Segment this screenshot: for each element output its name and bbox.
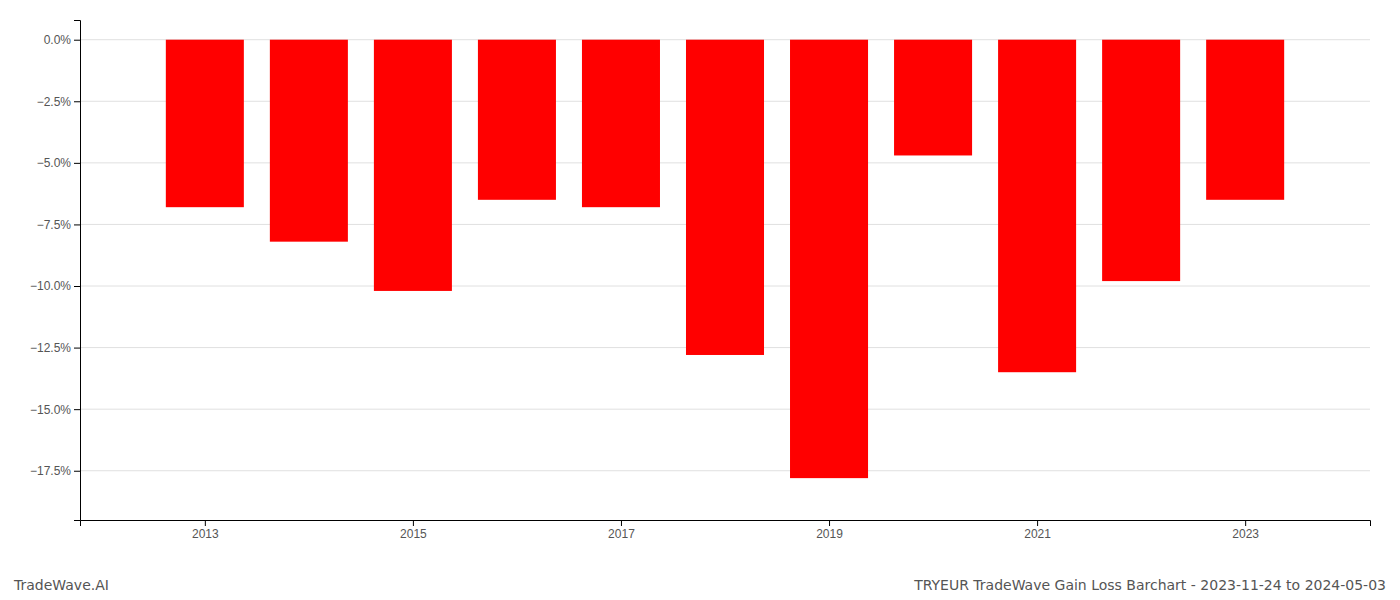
y-tick-label: 0.0% xyxy=(44,33,72,47)
grid-line xyxy=(80,409,1370,410)
y-tick-mark xyxy=(74,286,80,287)
y-tick-mark xyxy=(74,409,80,410)
bar xyxy=(270,40,348,242)
y-tick: −10.0% xyxy=(30,279,80,293)
x-tick-mark xyxy=(1245,520,1246,526)
x-tick: 2015 xyxy=(400,520,427,541)
x-tick: 2019 xyxy=(816,520,843,541)
y-tick-label: −12.5% xyxy=(30,341,71,355)
grid-line xyxy=(80,470,1370,471)
y-tick-label: −7.5% xyxy=(37,218,72,232)
y-tick-mark xyxy=(74,471,80,472)
x-tick-label: 2021 xyxy=(1024,527,1051,541)
y-tick: −7.5% xyxy=(37,218,80,232)
y-tick: −2.5% xyxy=(37,95,80,109)
bar xyxy=(998,40,1076,373)
grid xyxy=(80,40,1370,471)
y-tick: −5.0% xyxy=(37,156,80,170)
y-tick: 0.0% xyxy=(44,33,80,47)
y-tick: −17.5% xyxy=(30,464,80,478)
x-tick-label: 2015 xyxy=(400,527,427,541)
bars xyxy=(166,40,1284,478)
watermark: TradeWave.AI xyxy=(13,577,109,593)
bar xyxy=(166,40,244,207)
bar xyxy=(582,40,660,207)
title: TRYEUR TradeWave Gain Loss Barchart - 20… xyxy=(913,577,1386,593)
y-tick: −12.5% xyxy=(30,341,80,355)
x-tick-mark xyxy=(1037,520,1038,526)
y-tick-mark xyxy=(74,163,80,164)
bar xyxy=(1102,40,1180,281)
y-tick-label: −10.0% xyxy=(30,279,71,293)
bar xyxy=(374,40,452,291)
y-tick-label: −2.5% xyxy=(37,95,72,109)
x-tick: 2013 xyxy=(192,520,219,541)
x-tick: 2021 xyxy=(1024,520,1051,541)
y-tick-mark xyxy=(74,40,80,41)
y-tick-label: −17.5% xyxy=(30,464,71,478)
chart: 0.0% −2.5% −5.0% −7.5% −10.0% −12.5% −15.0% −17… xyxy=(0,0,1400,600)
y-tick-mark xyxy=(74,101,80,102)
x-tick-mark xyxy=(621,520,622,526)
y-tick-mark xyxy=(74,348,80,349)
x-tick-mark xyxy=(829,520,830,526)
bar xyxy=(478,40,556,200)
x-tick: 2023 xyxy=(1232,520,1259,541)
y-tick: −15.0% xyxy=(30,403,80,417)
bar xyxy=(790,40,868,478)
x-tick-mark xyxy=(413,520,414,526)
y-axis-line xyxy=(74,21,81,521)
x-tick-label: 2023 xyxy=(1232,527,1259,541)
x-axis-line xyxy=(81,521,1371,527)
y-axis: 0.0% −2.5% −5.0% −7.5% −10.0% −12.5% −15.0% −17… xyxy=(30,21,81,521)
x-tick-label: 2013 xyxy=(192,527,219,541)
x-tick-mark xyxy=(205,520,206,526)
x-tick: 2017 xyxy=(608,520,635,541)
x-tick-label: 2017 xyxy=(608,527,635,541)
x-axis: 2013 2015 2017 2019 2021 2023 xyxy=(81,520,1371,541)
x-tick-label: 2019 xyxy=(816,527,843,541)
bar xyxy=(686,40,764,355)
bar xyxy=(894,40,972,156)
plot-area: 0.0% −2.5% −5.0% −7.5% −10.0% −12.5% −15.0% −17… xyxy=(30,21,1371,541)
bar xyxy=(1206,40,1284,200)
y-tick-label: −5.0% xyxy=(37,156,72,170)
y-tick-mark xyxy=(74,224,80,225)
y-tick-label: −15.0% xyxy=(30,403,71,417)
